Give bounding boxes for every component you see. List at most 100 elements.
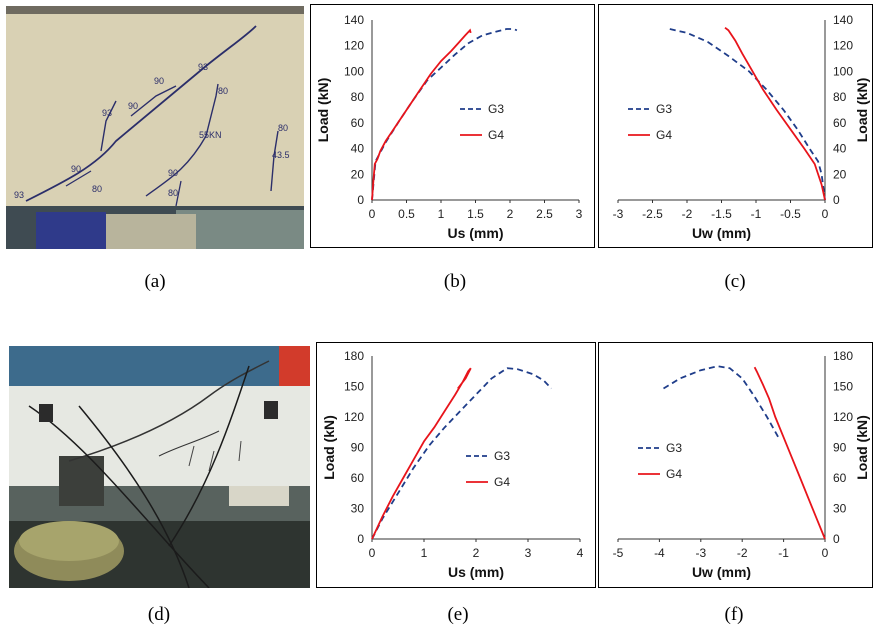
chart-f-svg: -5 -4 -3 -2 -1 00 30 60 90 120 150 180 Uw (mm) Load (… <box>613 349 870 580</box>
legend-label-g3: G3 <box>494 449 510 463</box>
legend-label-g4: G4 <box>494 475 510 489</box>
x-tick-label: -5 <box>613 546 624 560</box>
x-tick-label: -1.5 <box>711 207 732 221</box>
crack-label: 90 <box>71 164 81 174</box>
y-tick-label: 40 <box>351 142 365 156</box>
chart-e-frame <box>316 342 596 588</box>
chart-b: 0 0.5 1 1.5 2 2.5 3 0 20 40 60 80 100 120 140 Us (mm) Lo… <box>310 4 595 248</box>
y-tick-label: 100 <box>344 64 364 78</box>
y-tick-label: 80 <box>833 90 847 104</box>
y-tick-label: 140 <box>833 13 853 27</box>
y-tick-label: 60 <box>833 471 847 485</box>
x-tick-label: 3 <box>525 546 532 560</box>
caption-b: (b) <box>443 271 467 292</box>
y-tick-label: 20 <box>833 167 847 181</box>
photo-a-illustration: 93 90 90 93 80 55KN 90 80 80 43.5 90 80 … <box>6 6 304 249</box>
y-tick-label: 0 <box>833 193 840 207</box>
chart-b-svg: 0 0.5 1 1.5 2 2.5 3 0 20 40 60 80 100 120 140 Us (mm) Lo… <box>315 13 583 241</box>
y-axis-label: Load (kN) <box>315 78 331 143</box>
x-axis-label: Us (mm) <box>447 225 503 241</box>
x-tick-label: 0 <box>369 546 376 560</box>
y-tick-label: 20 <box>351 167 365 181</box>
y-tick-label: 60 <box>833 116 847 130</box>
caption-f: (f) <box>724 604 744 625</box>
x-tick-label: 1 <box>438 207 445 221</box>
legend-label-g3: G3 <box>488 102 504 116</box>
caption-e: (e) <box>447 604 469 625</box>
x-tick-label: 1.5 <box>467 207 484 221</box>
photo-a-beam-cracks: 93 90 90 93 80 55KN 90 80 80 43.5 90 80 … <box>6 6 304 249</box>
caption-c: (c) <box>724 271 746 292</box>
x-tick-label: -3 <box>695 546 706 560</box>
crack-label: 80 <box>168 188 178 198</box>
x-tick-label: 0 <box>822 546 829 560</box>
series-line-g4 <box>371 28 472 201</box>
y-tick-label: 120 <box>344 39 364 53</box>
legend-label-g3: G3 <box>656 102 672 116</box>
y-tick-label: 0 <box>833 532 840 546</box>
y-tick-label: 180 <box>833 349 853 363</box>
chart-b-frame <box>310 4 595 248</box>
chart-e-svg: 0 1 2 3 4 0 30 60 90 120 150 180 Us (mm) Load (kN) G3 G… <box>321 349 584 580</box>
crack-label: 90 <box>168 168 178 178</box>
crack-label: 80 <box>278 123 288 133</box>
chart-c-frame <box>598 4 873 248</box>
y-axis-label: Load (kN) <box>321 415 337 480</box>
y-tick-label: 180 <box>344 349 364 363</box>
x-tick-label: 2.5 <box>536 207 553 221</box>
y-tick-label: 150 <box>833 380 853 394</box>
x-tick-label: 4 <box>577 546 584 560</box>
legend-label-g3: G3 <box>666 441 682 455</box>
legend-label-g4: G4 <box>666 467 682 481</box>
x-tick-label: 2 <box>473 546 480 560</box>
series-line-g3 <box>663 365 781 440</box>
photo-d-illustration <box>9 346 310 588</box>
crack-label: 93 <box>198 62 208 72</box>
crack-label: 55KN <box>199 130 222 140</box>
y-axis-label: Load (kN) <box>854 415 870 480</box>
caption-d: (d) <box>147 604 171 625</box>
y-tick-label: 80 <box>351 90 365 104</box>
y-tick-label: 140 <box>344 13 364 27</box>
y-tick-label: 90 <box>351 441 365 455</box>
chart-c-svg: -3 -2.5 -2 -1.5 -1 -0.5 00 20 40 60 80 100 120 140 Uw … <box>613 13 870 241</box>
crack-label: 93 <box>14 190 24 200</box>
crack-label: 90 <box>128 101 138 111</box>
x-tick-label: 0.5 <box>398 207 415 221</box>
y-tick-label: 40 <box>833 142 847 156</box>
x-tick-label: -0.5 <box>780 207 801 221</box>
x-axis-label: Uw (mm) <box>692 564 751 580</box>
chart-c: -3 -2.5 -2 -1.5 -1 -0.5 0 0 20 40 60 80 100 120 140 Uw … <box>598 4 873 248</box>
legend-label-g4: G4 <box>656 128 672 142</box>
series-line-g4 <box>724 26 826 201</box>
x-tick-label: 2 <box>507 207 514 221</box>
x-tick-label: 0 <box>369 207 376 221</box>
x-axis-label: Us (mm) <box>448 564 504 580</box>
x-tick-label: 3 <box>576 207 583 221</box>
photo-d-test-setup <box>9 346 310 588</box>
y-tick-label: 30 <box>833 502 847 516</box>
series-line-g3 <box>371 367 553 540</box>
chart-f-frame <box>598 342 873 588</box>
x-tick-label: -3 <box>613 207 624 221</box>
series-line-g4 <box>371 367 472 540</box>
chart-e: 0 1 2 3 4 0 30 60 90 120 150 180 Us (mm) Load (kN) G3 G… <box>316 342 596 588</box>
y-tick-label: 120 <box>833 39 853 53</box>
x-tick-label: 0 <box>822 207 829 221</box>
x-tick-label: -2 <box>682 207 693 221</box>
y-tick-label: 100 <box>833 64 853 78</box>
x-tick-label: -4 <box>654 546 665 560</box>
y-tick-label: 30 <box>351 502 365 516</box>
y-axis-label: Load (kN) <box>854 78 870 143</box>
y-tick-label: 120 <box>833 410 853 424</box>
x-tick-label: -2 <box>737 546 748 560</box>
x-axis-label: Uw (mm) <box>692 225 751 241</box>
x-tick-label: -2.5 <box>642 207 663 221</box>
series-line-g4 <box>753 366 826 540</box>
legend-label-g4: G4 <box>488 128 504 142</box>
y-tick-label: 60 <box>351 116 365 130</box>
y-tick-label: 0 <box>357 193 364 207</box>
crack-label: 43.5 <box>272 150 290 160</box>
y-tick-label: 120 <box>344 410 364 424</box>
x-tick-label: -1 <box>778 546 789 560</box>
